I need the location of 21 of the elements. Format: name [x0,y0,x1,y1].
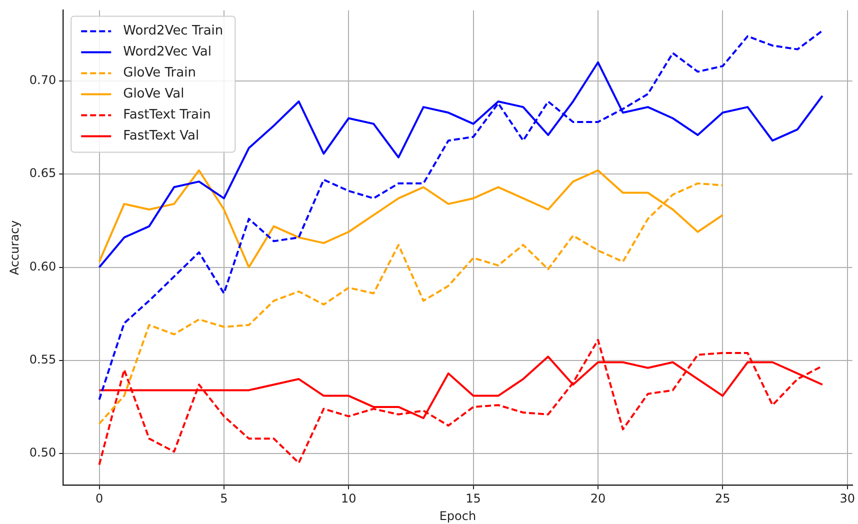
x-tick-label: 10 [340,492,356,506]
x-tick-label: 20 [590,492,606,506]
legend-label: FastText Train [123,108,211,123]
legend-label: GloVe Val [123,86,184,102]
line-series [98,338,824,466]
x-tick-label: 0 [95,492,104,506]
legend-label: GloVe Train [123,66,196,81]
legend-label: Word2Vec Train [123,24,224,39]
x-tick-label: 25 [715,492,730,506]
legend-label: FastText Val [123,128,200,144]
y-tick-label: 0.65 [29,166,56,180]
legend-label: Word2Vec Val [123,44,212,60]
y-tick-label: 0.55 [29,352,56,367]
y-tick-label: 0.50 [29,446,56,460]
x-tick-label: 15 [466,492,481,506]
y-axis-title: Accuracy [7,220,22,276]
x-tick-label: 30 [840,492,855,506]
x-tick-label: 5 [220,492,228,506]
x-axis-title: Epoch [439,508,476,523]
y-tick-label: 0.60 [29,259,56,274]
y-tick-label: 0.70 [29,73,56,88]
